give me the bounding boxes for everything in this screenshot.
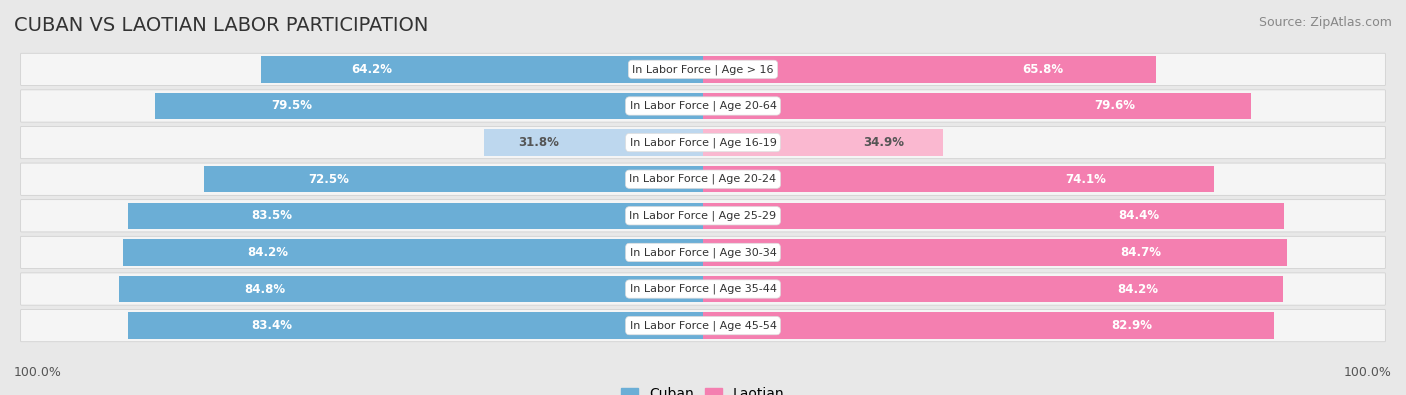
Text: 82.9%: 82.9% (1111, 319, 1152, 332)
Bar (703, 130, 943, 156)
Legend: Cuban, Laotian: Cuban, Laotian (616, 382, 790, 395)
FancyBboxPatch shape (21, 126, 1385, 159)
FancyBboxPatch shape (21, 53, 1385, 85)
Text: 83.5%: 83.5% (252, 209, 292, 222)
Text: Source: ZipAtlas.com: Source: ZipAtlas.com (1258, 16, 1392, 29)
Text: In Labor Force | Age 20-24: In Labor Force | Age 20-24 (630, 174, 776, 184)
Text: 84.8%: 84.8% (245, 282, 285, 295)
Bar (703, 56, 1156, 83)
Text: 31.8%: 31.8% (519, 136, 560, 149)
Bar (703, 276, 1284, 302)
Text: 79.6%: 79.6% (1094, 100, 1135, 113)
Bar (128, 312, 703, 339)
Text: In Labor Force | Age 16-19: In Labor Force | Age 16-19 (630, 137, 776, 148)
Bar (703, 239, 1286, 265)
FancyBboxPatch shape (21, 273, 1385, 305)
Text: 100.0%: 100.0% (14, 366, 62, 379)
Text: In Labor Force | Age 35-44: In Labor Force | Age 35-44 (630, 284, 776, 294)
Bar (703, 93, 1251, 119)
Text: 84.2%: 84.2% (1118, 282, 1159, 295)
Text: 83.4%: 83.4% (252, 319, 292, 332)
Text: In Labor Force | Age 30-34: In Labor Force | Age 30-34 (630, 247, 776, 258)
Text: 72.5%: 72.5% (308, 173, 349, 186)
Bar (260, 56, 703, 83)
Text: 84.2%: 84.2% (247, 246, 288, 259)
Text: 65.8%: 65.8% (1022, 63, 1063, 76)
Text: In Labor Force | Age 25-29: In Labor Force | Age 25-29 (630, 211, 776, 221)
Text: In Labor Force | Age 45-54: In Labor Force | Age 45-54 (630, 320, 776, 331)
Text: In Labor Force | Age > 16: In Labor Force | Age > 16 (633, 64, 773, 75)
Bar (484, 130, 703, 156)
Bar (118, 276, 703, 302)
Bar (703, 203, 1285, 229)
FancyBboxPatch shape (21, 310, 1385, 342)
Text: 79.5%: 79.5% (271, 100, 312, 113)
Text: 64.2%: 64.2% (350, 63, 392, 76)
Bar (204, 166, 703, 192)
FancyBboxPatch shape (21, 90, 1385, 122)
Bar (155, 93, 703, 119)
Text: CUBAN VS LAOTIAN LABOR PARTICIPATION: CUBAN VS LAOTIAN LABOR PARTICIPATION (14, 16, 429, 35)
Bar (703, 312, 1274, 339)
FancyBboxPatch shape (21, 200, 1385, 232)
Text: 84.4%: 84.4% (1119, 209, 1160, 222)
Text: 84.7%: 84.7% (1121, 246, 1161, 259)
Text: 100.0%: 100.0% (1344, 366, 1392, 379)
Bar (122, 239, 703, 265)
Text: In Labor Force | Age 20-64: In Labor Force | Age 20-64 (630, 101, 776, 111)
Text: 34.9%: 34.9% (863, 136, 904, 149)
Bar (703, 166, 1213, 192)
FancyBboxPatch shape (21, 236, 1385, 269)
Bar (128, 203, 703, 229)
Text: 74.1%: 74.1% (1066, 173, 1107, 186)
FancyBboxPatch shape (21, 163, 1385, 195)
